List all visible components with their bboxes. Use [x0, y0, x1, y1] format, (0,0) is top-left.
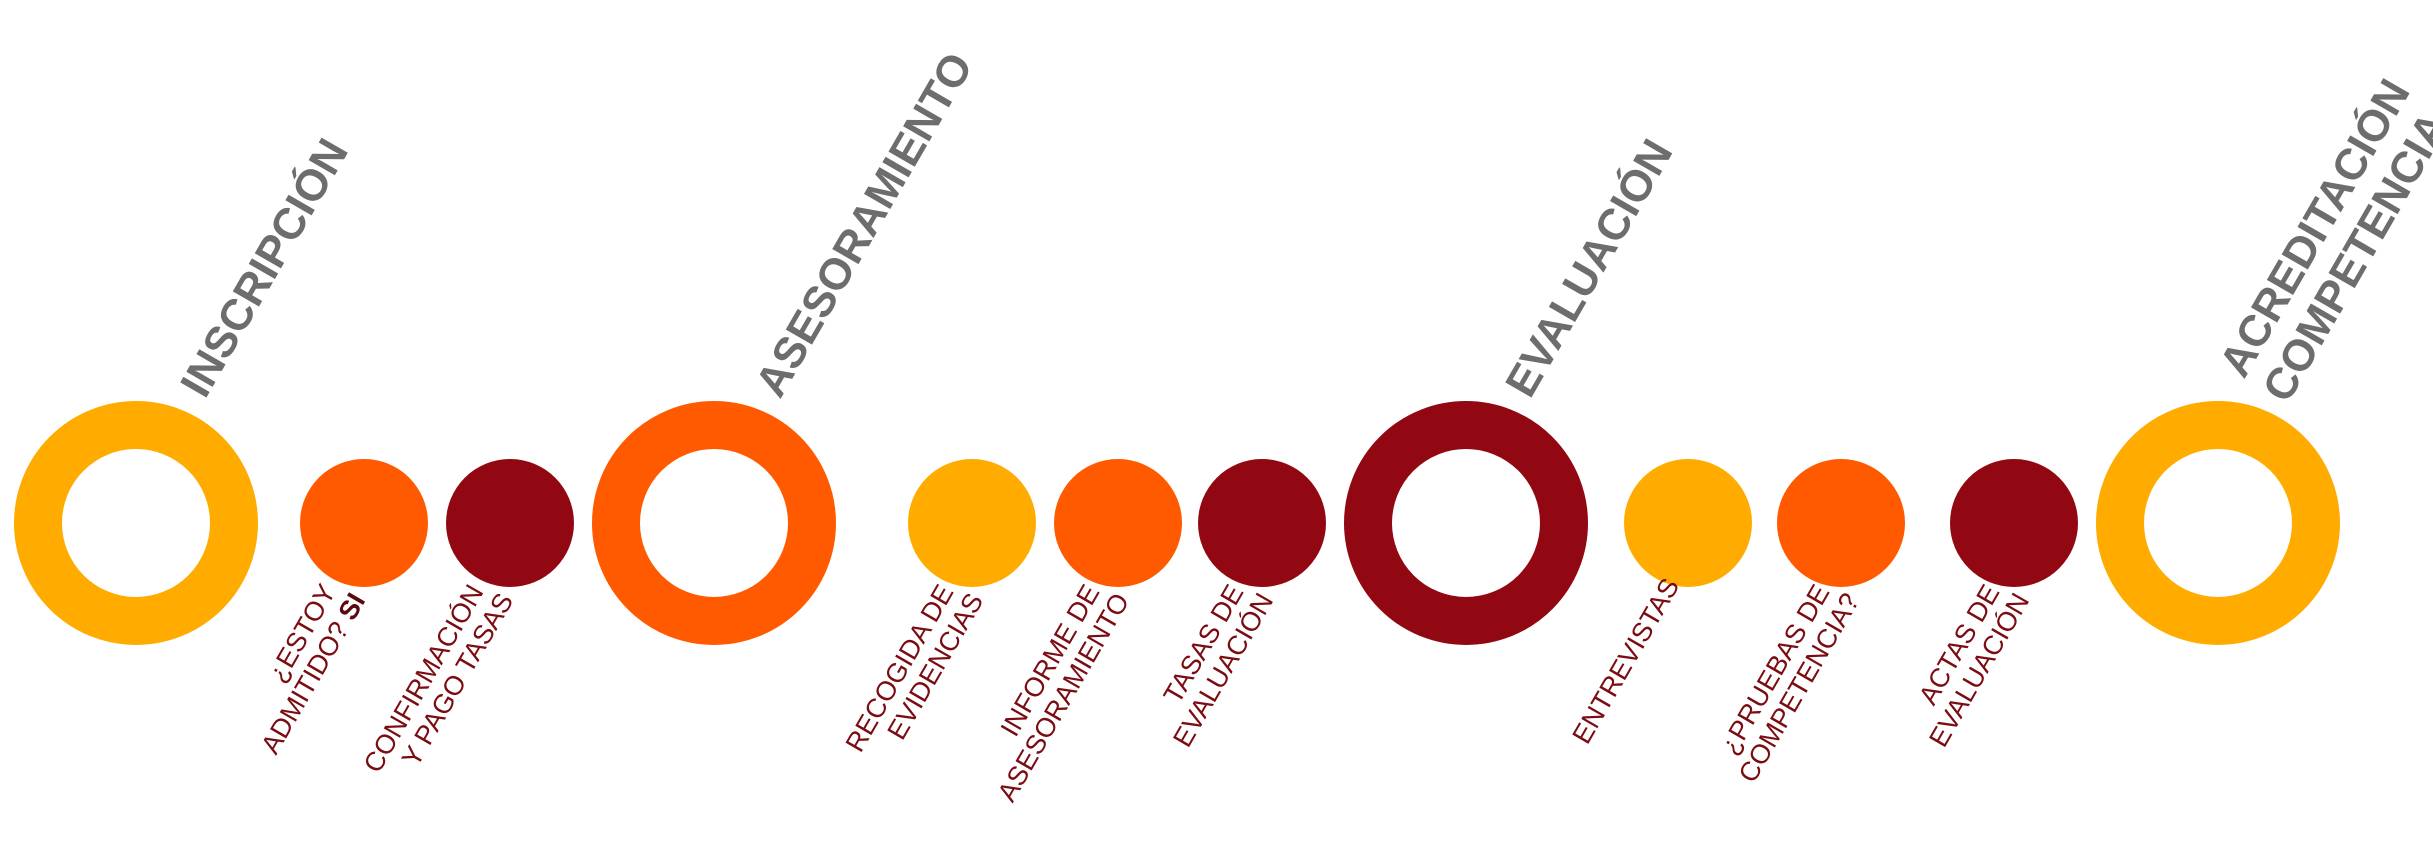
step-dot-estoy-admitido [300, 459, 428, 587]
step-dot-confirmacion [446, 459, 574, 587]
step-dot-recogida [908, 459, 1036, 587]
step-estoy-admitido: ¿ESTOY ADMITIDO? SI [229, 459, 428, 759]
step-label-recogida: RECOGIDA DE EVIDENCIAS [840, 573, 989, 772]
step-label-pruebas: ¿PRUEBAS DE COMPETENCIA? [1707, 573, 1865, 788]
phase-title-inscripcion: INSCRIPCIÓN [170, 130, 358, 405]
step-label-informe: INFORME DE ASESORAMIENTO [966, 573, 1135, 807]
step-label-entrevistas: ENTREVISTAS [1566, 573, 1685, 749]
step-dot-tasas-evaluacion [1198, 459, 1326, 587]
step-entrevistas: ENTREVISTAS [1566, 459, 1752, 749]
phase-title-asesoramiento: ASESORAMIENTO [746, 45, 982, 405]
step-label-confirmacion: CONFIRMACIÓN Y PAGO TASAS [357, 573, 519, 793]
step-dot-entrevistas [1624, 459, 1752, 587]
step-label-estoy-admitido: ¿ESTOY ADMITIDO? SI [229, 573, 371, 759]
admitido-answer: SI [332, 588, 371, 625]
phase-ring-evaluacion [1344, 401, 1588, 645]
step-dot-informe [1054, 459, 1182, 587]
step-label-actas: ACTAS DE EVALUACIÓN [1897, 573, 2035, 752]
step-dot-actas [1950, 459, 2078, 587]
step-dot-pruebas [1777, 459, 1905, 587]
phase-ring-inscripcion [14, 401, 258, 645]
phase-title-evaluacion: EVALUACIÓN [1495, 131, 1682, 405]
phase-ring-acreditacion [2096, 401, 2340, 645]
step-actas: ACTAS DE EVALUACIÓN [1897, 459, 2078, 752]
step-label-tasas-evaluacion: TASAS DE EVALUACIÓN [1141, 573, 1279, 752]
phase-acreditacion: ACREDITACIÓN COMPETENCIA [2096, 60, 2433, 645]
phase-title-acreditacion: ACREDITACIÓN COMPETENCIA [2209, 60, 2433, 410]
phase-ring-asesoramiento [592, 401, 836, 645]
